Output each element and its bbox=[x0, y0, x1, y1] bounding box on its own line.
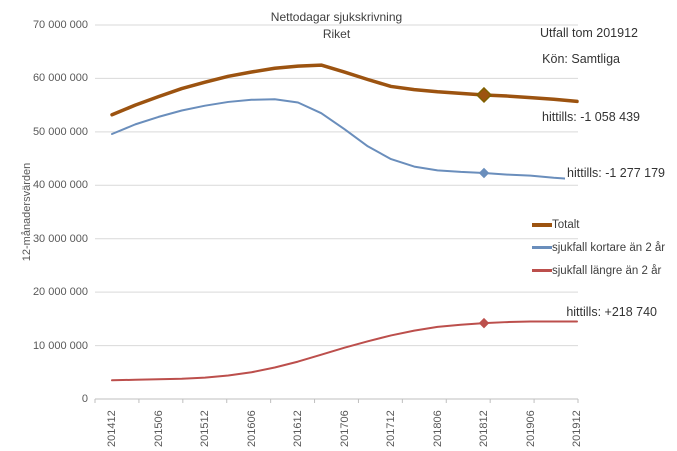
x-tick-label: 201706 bbox=[338, 410, 351, 447]
chart-legend: Totalt sjukfall kortare än 2 år sjukfall… bbox=[532, 213, 665, 282]
legend-swatch-langre bbox=[532, 269, 552, 272]
marker-diamond-sjukfall-längre-än-2-år bbox=[478, 317, 490, 329]
x-tick-label: 201812 bbox=[478, 410, 490, 447]
info-outcome-period: Utfall tom 201912 bbox=[540, 26, 638, 40]
x-tick-label: 201412 bbox=[106, 410, 118, 447]
legend-item-kortare: sjukfall kortare än 2 år bbox=[532, 236, 665, 259]
series-line-sjukfall-längre-än-2-år bbox=[111, 320, 578, 382]
y-tick-label: 20 000 000 bbox=[32, 286, 88, 299]
x-tick-label: 201512 bbox=[199, 410, 211, 447]
legend-swatch-kortare bbox=[532, 246, 552, 249]
y-tick-label: 70 000 000 bbox=[32, 19, 88, 31]
legend-swatch-totalt bbox=[532, 222, 552, 227]
chart-subtitle: Riket bbox=[322, 27, 351, 41]
y-axis-title: 12-månadersvärden bbox=[21, 162, 33, 262]
legend-item-langre: sjukfall längre än 2 år bbox=[532, 259, 665, 282]
x-tick-label: 201906 bbox=[524, 410, 537, 447]
series-line-Totalt bbox=[110, 63, 579, 117]
marker-diamond-sjukfall-kortare-än-2-år bbox=[478, 167, 490, 179]
y-tick-label: 0 bbox=[81, 393, 88, 405]
x-tick-label: 201506 bbox=[152, 410, 165, 447]
annotation-totalt-hittills: hittills: -1 058 439 bbox=[540, 109, 642, 125]
y-tick-label: 40 000 000 bbox=[32, 179, 88, 192]
legend-item-totalt: Totalt bbox=[532, 213, 665, 236]
x-tick-label: 201606 bbox=[245, 410, 258, 447]
series-line-sjukfall-kortare-än-2-år bbox=[111, 98, 578, 181]
info-gender-filter: Kön: Samtliga bbox=[542, 52, 620, 66]
y-tick-label: 50 000 000 bbox=[32, 125, 88, 138]
marker-diamond-Totalt bbox=[475, 86, 493, 104]
chart-title: Nettodagar sjukskrivning bbox=[270, 10, 403, 24]
x-tick-label: 201912 bbox=[571, 410, 583, 447]
legend-label-langre: sjukfall längre än 2 år bbox=[552, 264, 662, 277]
x-tick-label: 201712 bbox=[385, 410, 397, 447]
y-tick-label: 30 000 000 bbox=[32, 232, 88, 245]
x-tick-label: 201806 bbox=[431, 410, 444, 447]
y-tick-label: 10 000 000 bbox=[32, 339, 88, 352]
legend-label-kortare: sjukfall kortare än 2 år bbox=[552, 241, 666, 254]
legend-label-totalt: Totalt bbox=[552, 218, 580, 231]
annotation-langre-hittills: hittills: +218 740 bbox=[564, 304, 659, 320]
y-tick-label: 60 000 000 bbox=[32, 72, 88, 85]
annotation-kortare-hittills: hittills: -1 277 179 bbox=[565, 165, 667, 181]
x-tick-label: 201612 bbox=[292, 410, 304, 447]
